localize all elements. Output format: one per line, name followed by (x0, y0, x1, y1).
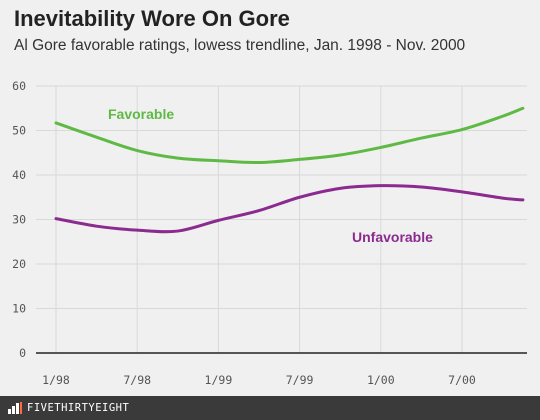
series-label-unfavorable: Unfavorable (352, 229, 433, 245)
x-tick-label: 1/98 (42, 373, 70, 387)
series-line-unfavorable (54, 184, 525, 234)
y-tick-label: 30 (12, 213, 26, 227)
footer-brand: FIVETHIRTYEIGHT (27, 402, 130, 414)
x-tick-label: 1/00 (367, 373, 395, 387)
y-tick-label: 50 (12, 124, 26, 138)
y-tick-label: 20 (12, 257, 26, 271)
line-chart: 0 10 20 30 40 50 60 1/98 7/98 1/99 7/99 1/00 7/00 Fav… (12, 79, 527, 387)
chart-title: Inevitability Wore On Gore (14, 6, 290, 31)
chart-subtitle: Al Gore favorable ratings, lowess trendl… (14, 37, 466, 54)
x-tick-label: 7/00 (448, 373, 476, 387)
series-line-favorable (54, 106, 525, 165)
y-tick-label: 40 (12, 168, 26, 182)
series-label-favorable: Favorable (108, 106, 174, 122)
x-tick-label: 1/99 (205, 373, 233, 387)
x-tick-label: 7/98 (123, 373, 151, 387)
fivethirtyeight-logo-icon (8, 402, 22, 414)
y-tick-label: 60 (12, 79, 26, 93)
x-tick-label: 7/99 (286, 373, 314, 387)
y-tick-label: 0 (19, 346, 26, 360)
y-tick-label: 10 (12, 302, 26, 316)
footer-bar: FIVETHIRTYEIGHT (0, 396, 540, 420)
